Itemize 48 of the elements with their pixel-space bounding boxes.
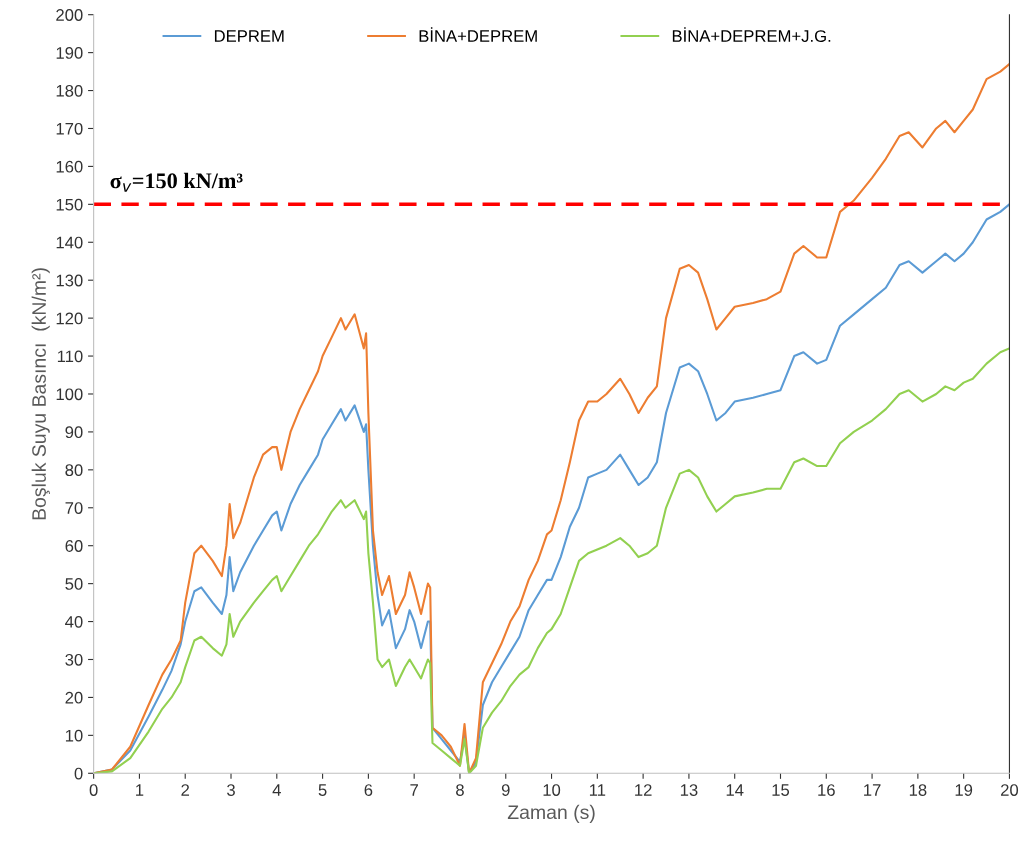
x-tick-label: 13 [680, 784, 698, 796]
x-tick-label: 15 [772, 784, 790, 796]
y-axis-title: Boşluk Suyu Basıncı (kN/m²) [31, 268, 50, 520]
x-tick-label: 11 [589, 784, 606, 796]
y-tick-label: 80 [65, 464, 83, 477]
x-tick-label: 4 [272, 784, 281, 796]
x-tick-label: 6 [364, 784, 373, 796]
y-tick-label: 20 [65, 691, 83, 704]
x-axis-title: Zaman (s) [507, 804, 595, 823]
x-tick-label: 8 [456, 784, 464, 796]
x-tick-label: 9 [501, 784, 510, 796]
x-tick-label: 14 [726, 784, 744, 796]
y-tick-label: 100 [56, 388, 83, 401]
x-tick-label: 16 [818, 784, 835, 796]
x-tick-label: 17 [864, 784, 881, 796]
x-tick-label: 10 [543, 784, 561, 796]
y-tick-label: 160 [56, 160, 83, 173]
y-tick-label: 140 [56, 236, 83, 249]
x-tick-label: 20 [1001, 784, 1019, 796]
y-tick-label: 60 [65, 540, 83, 552]
x-tick-label: 7 [410, 784, 418, 796]
legend-label: DEPREM [214, 30, 284, 42]
y-tick-label: 50 [65, 578, 83, 590]
y-tick-label: 180 [56, 84, 83, 97]
y-tick-label: 0 [74, 767, 83, 780]
y-tick-label: 130 [56, 274, 83, 287]
x-tick-label: 3 [227, 784, 235, 796]
x-tick-label: 1 [136, 784, 144, 796]
x-tick-label: 2 [181, 784, 190, 796]
x-tick-label: 5 [318, 784, 327, 796]
y-tick-label: 110 [57, 350, 83, 363]
y-tick-label: 40 [65, 615, 83, 628]
y-tick-label: 120 [56, 312, 83, 325]
y-tick-label: 90 [65, 426, 83, 439]
y-tick-label: 30 [65, 653, 83, 666]
x-tick-label: 12 [635, 784, 652, 796]
y-tick-label: 200 [56, 9, 83, 21]
ref-line-label: σ$_{v}$=150 kN/m³ [110, 172, 243, 192]
x-tick-label: 18 [909, 784, 927, 796]
x-tick-label: 19 [955, 784, 973, 796]
legend-label: BİNA+DEPREM [419, 27, 537, 42]
y-tick-label: 170 [56, 122, 83, 135]
y-tick-label: 70 [65, 502, 83, 514]
y-tick-label: 150 [56, 198, 83, 211]
y-tick-label: 10 [65, 729, 83, 742]
x-tick-label: 0 [89, 784, 98, 796]
y-tick-label: 190 [56, 47, 83, 59]
legend-label: BİNA+DEPREM+J.G. [672, 27, 831, 42]
